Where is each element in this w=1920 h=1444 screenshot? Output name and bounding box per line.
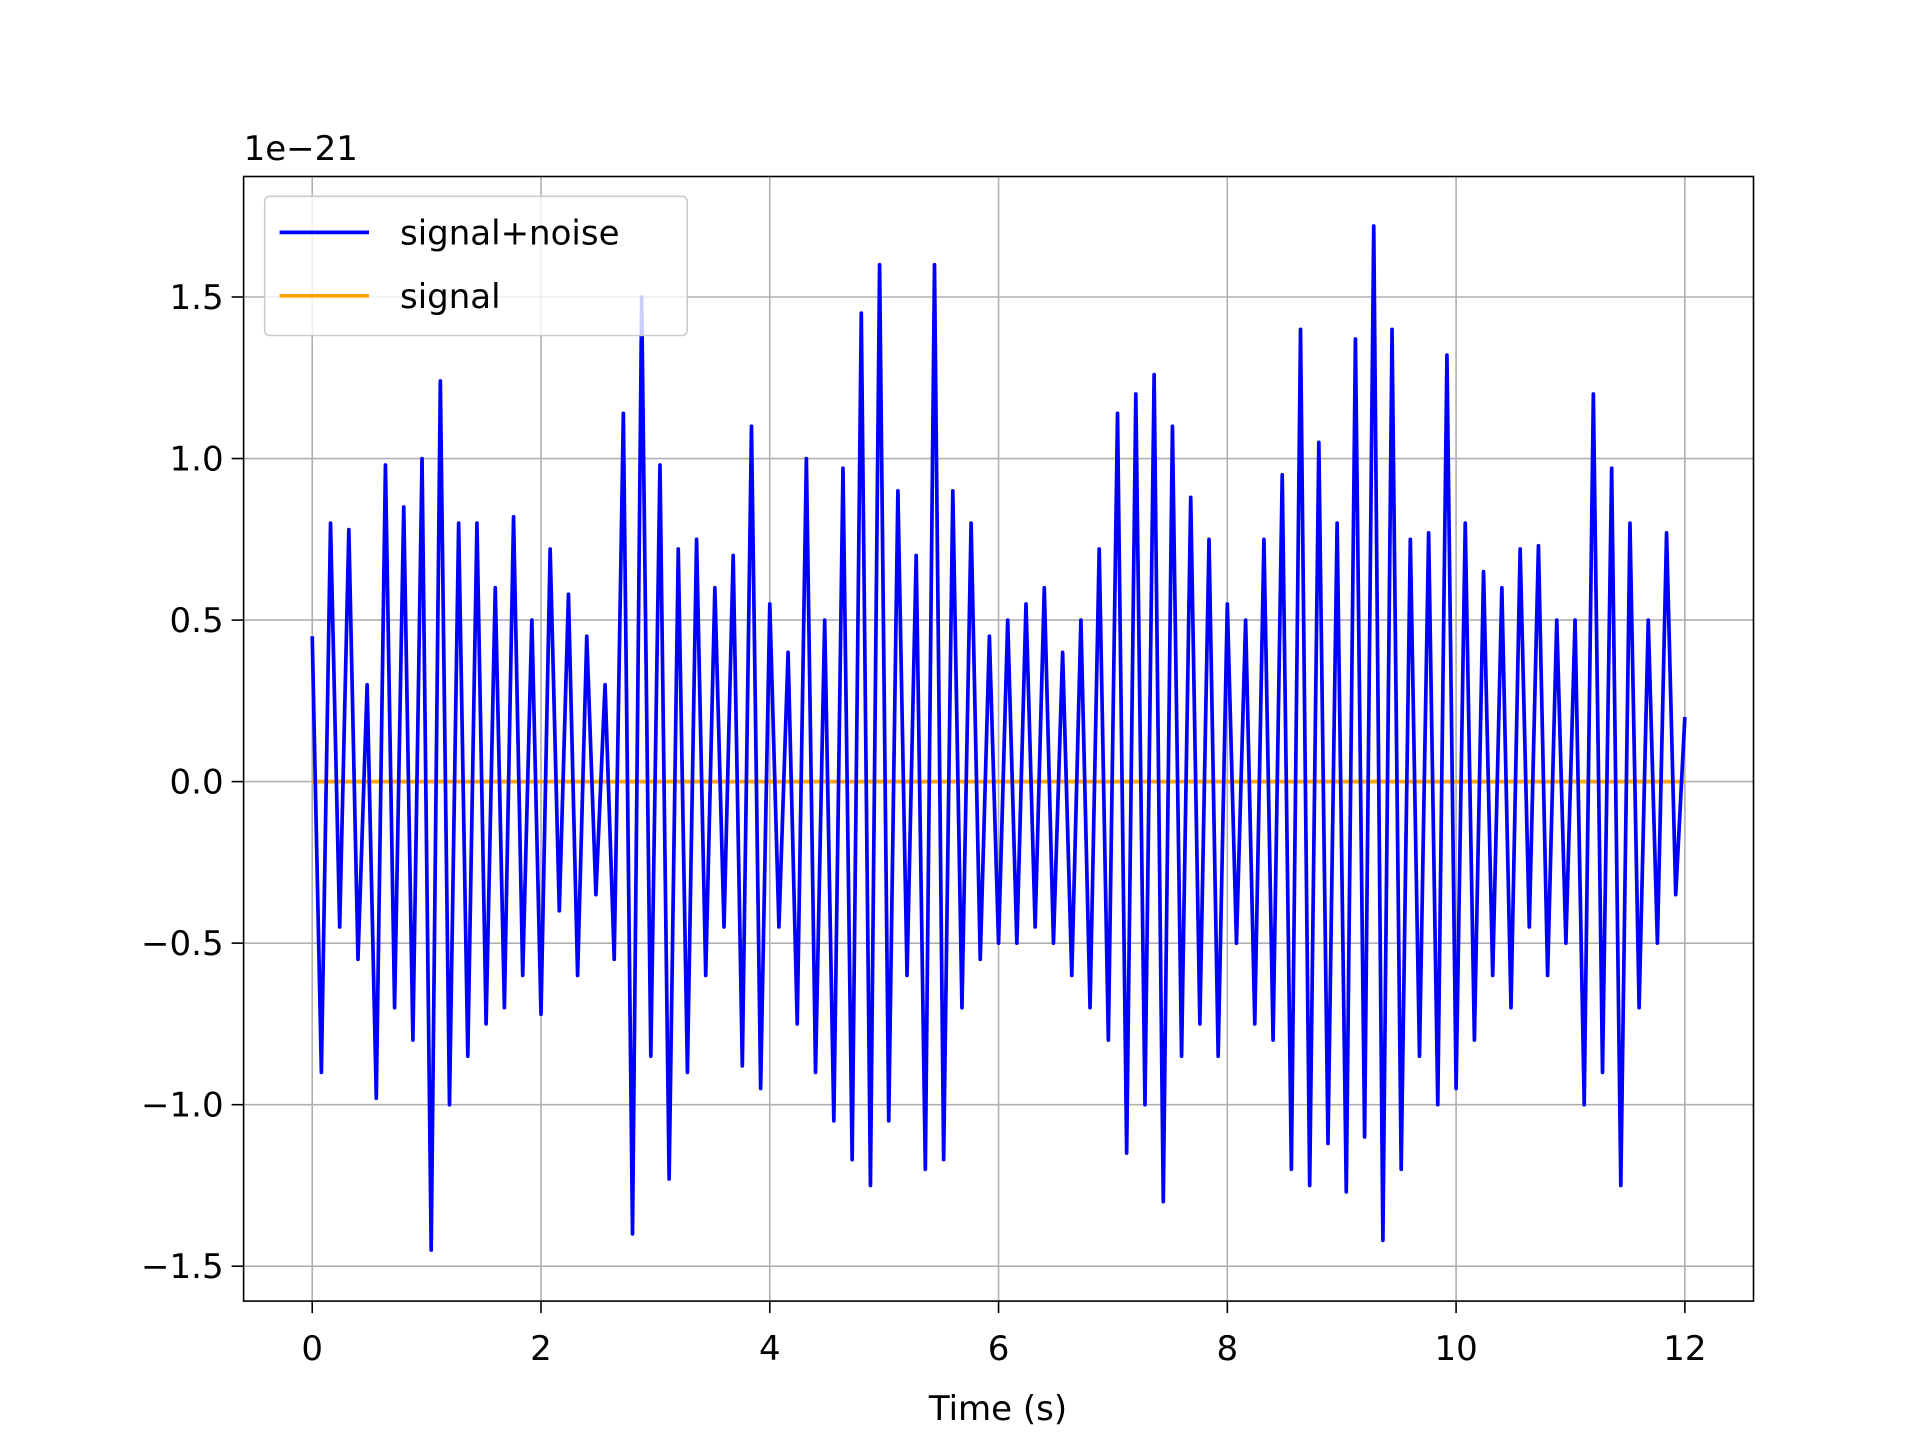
legend-box (263, 195, 689, 337)
x-tick-label: 10 (1434, 1329, 1477, 1369)
y-tick-label: −0.5 (141, 924, 224, 964)
y-tick-label: 0.0 (170, 763, 224, 803)
x-tick-label: 12 (1663, 1329, 1706, 1369)
data-line (310, 224, 1687, 1252)
y-tick-label: −1.0 (141, 1086, 224, 1126)
x-tick-label: 8 (1217, 1329, 1239, 1369)
y-tick-label: 1.0 (170, 440, 224, 480)
y-tick-label: −1.5 (141, 1247, 224, 1287)
offset-text: 1e−21 (244, 129, 358, 169)
legend-label: signal (400, 277, 501, 317)
x-tick-label: 4 (759, 1329, 781, 1369)
legend-label: signal+noise (400, 213, 620, 253)
x-tick-label: 2 (530, 1329, 552, 1369)
x-tick-label: 0 (301, 1329, 323, 1369)
x-axis-label: Time (s) (928, 1389, 1067, 1429)
plot-frame (242, 175, 1755, 1302)
y-tick-label: 0.5 (170, 601, 224, 641)
y-tick-label: 1.5 (170, 278, 224, 318)
x-tick-label: 6 (988, 1329, 1010, 1369)
